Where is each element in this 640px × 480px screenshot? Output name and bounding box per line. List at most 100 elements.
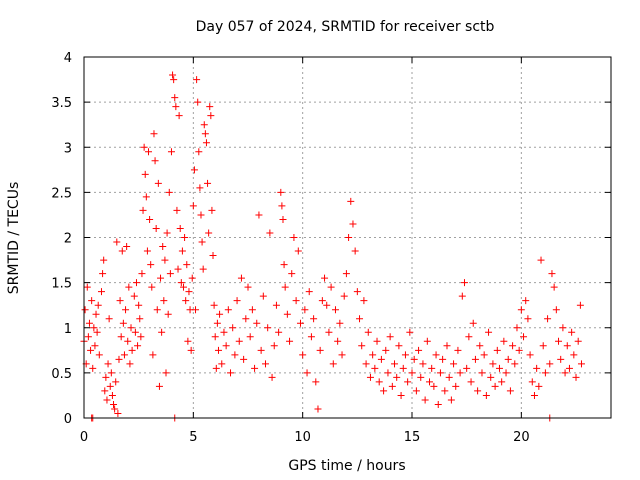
data-point	[167, 148, 175, 156]
data-point	[266, 229, 274, 237]
data-point	[211, 333, 219, 341]
data-point	[299, 351, 307, 359]
data-point	[415, 346, 423, 354]
data-point	[401, 351, 409, 359]
data-point	[356, 315, 364, 323]
data-point	[114, 409, 122, 417]
data-point	[539, 342, 547, 350]
data-point	[264, 324, 272, 332]
data-point	[574, 337, 582, 345]
data-point	[192, 306, 200, 314]
data-point	[184, 337, 192, 345]
y-tick-label: 3.5	[51, 96, 72, 111]
data-point	[526, 351, 534, 359]
data-point	[478, 369, 486, 377]
data-point	[204, 179, 212, 187]
data-point	[145, 148, 153, 156]
data-point	[81, 306, 89, 314]
data-point	[524, 315, 532, 323]
data-point	[117, 333, 125, 341]
data-point	[318, 297, 326, 305]
data-point	[154, 179, 162, 187]
data-point	[467, 378, 475, 386]
data-point	[275, 328, 283, 336]
data-point	[489, 360, 497, 368]
x-axis-label: GPS time / hours	[288, 458, 405, 474]
data-point	[268, 373, 276, 381]
data-point	[147, 261, 155, 269]
data-point	[482, 391, 490, 399]
data-point	[127, 324, 135, 332]
data-point	[173, 206, 181, 214]
data-point	[480, 351, 488, 359]
data-point	[395, 342, 403, 350]
x-tick-label: 10	[294, 430, 311, 445]
data-point	[369, 351, 377, 359]
data-point	[172, 103, 180, 111]
data-point	[342, 270, 350, 278]
data-point	[220, 328, 228, 336]
data-point	[132, 279, 140, 287]
x-tick-label: 0	[80, 430, 88, 445]
data-point	[120, 351, 128, 359]
data-point	[244, 283, 252, 291]
data-point	[493, 346, 501, 354]
data-point	[548, 270, 556, 278]
data-point	[445, 373, 453, 381]
data-point	[561, 369, 569, 377]
data-point	[227, 369, 235, 377]
data-point	[277, 188, 285, 196]
data-point	[253, 319, 261, 327]
data-point	[148, 283, 156, 291]
data-point	[460, 279, 468, 287]
data-point	[316, 346, 324, 354]
data-point	[270, 342, 278, 350]
data-point	[362, 360, 370, 368]
data-point	[222, 342, 230, 350]
data-point	[321, 274, 329, 282]
data-point	[161, 256, 169, 264]
data-point	[189, 202, 197, 210]
data-point	[528, 378, 536, 386]
data-point	[570, 351, 578, 359]
data-point	[576, 301, 584, 309]
data-point	[198, 238, 206, 246]
data-point	[115, 355, 123, 363]
data-point	[412, 387, 420, 395]
data-point	[138, 270, 146, 278]
data-point	[310, 315, 318, 323]
data-point	[294, 247, 302, 255]
data-point	[231, 351, 239, 359]
data-point	[122, 306, 130, 314]
data-point	[183, 261, 191, 269]
data-point	[404, 378, 412, 386]
data-point	[565, 364, 573, 372]
data-point	[124, 337, 132, 345]
data-point	[522, 297, 530, 305]
data-point	[439, 355, 447, 363]
data-point	[208, 206, 216, 214]
data-point	[166, 270, 174, 278]
data-point	[246, 333, 254, 341]
data-point	[214, 346, 222, 354]
data-point	[471, 355, 479, 363]
data-point	[94, 301, 102, 309]
y-tick-label: 3	[64, 141, 72, 156]
data-point	[485, 328, 493, 336]
data-point	[314, 405, 322, 413]
data-point	[382, 346, 390, 354]
data-point	[119, 319, 127, 327]
data-point	[113, 238, 121, 246]
data-point	[152, 224, 160, 232]
data-point	[175, 112, 183, 120]
data-point	[436, 369, 444, 377]
data-points	[80, 71, 585, 422]
data-point	[185, 288, 193, 296]
data-point	[89, 364, 97, 372]
y-axis-label: SRMTID / TECUs	[6, 182, 22, 295]
data-point	[452, 382, 460, 390]
data-point	[572, 373, 580, 381]
data-point	[136, 315, 144, 323]
data-point	[90, 324, 98, 332]
data-point	[380, 387, 388, 395]
